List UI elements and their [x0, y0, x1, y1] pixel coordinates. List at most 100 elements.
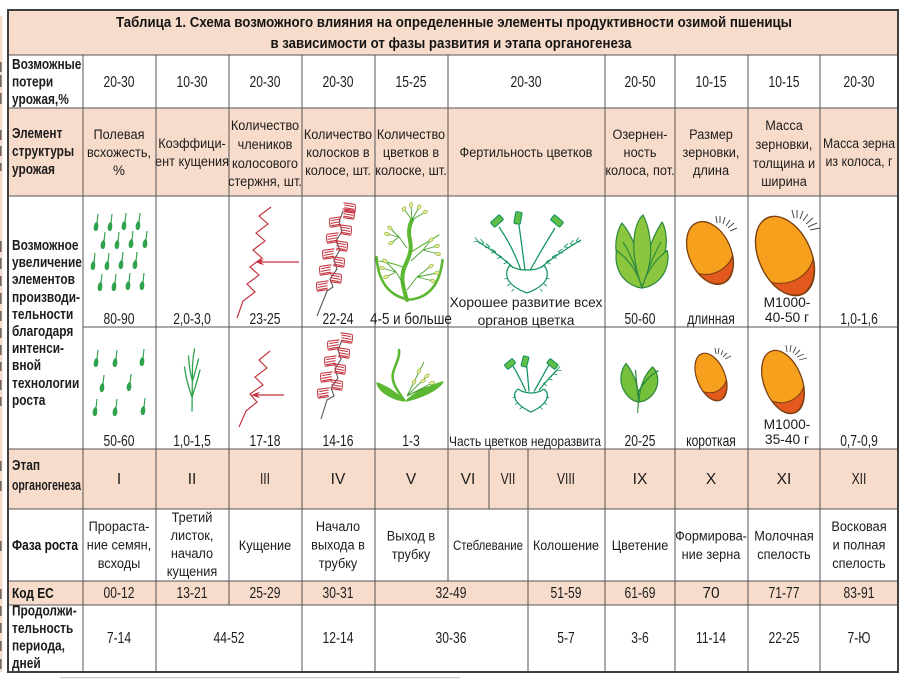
svg-text:толщина и: толщина и [753, 156, 815, 171]
svg-text:20-30: 20-30 [104, 74, 135, 91]
svg-text:Молочная: Молочная [754, 529, 814, 544]
svg-text:цветков в: цветков в [383, 145, 439, 160]
svg-text:Масса: Масса [765, 118, 803, 133]
svg-text:20-30: 20-30 [511, 74, 542, 91]
svg-text:короткая: короткая [686, 433, 736, 450]
svg-text:Полевая: Полевая [94, 127, 145, 142]
svg-text:в зависимости от фазы развития: в зависимости от фазы развития и этапа о… [271, 35, 632, 52]
svg-text:5-7: 5-7 [557, 630, 575, 647]
svg-text:3-6: 3-6 [631, 630, 649, 647]
svg-text:Хорошее развитие всех: Хорошее развитие всех [450, 295, 603, 310]
svg-text:30-36: 30-36 [436, 630, 467, 647]
svg-text:зерновки,: зерновки, [756, 137, 813, 152]
svg-text:25-29: 25-29 [250, 585, 281, 602]
svg-text:20-25: 20-25 [625, 433, 656, 450]
svg-text:Этап: Этап [12, 458, 40, 474]
svg-text:ент кущения: ент кущения [155, 154, 229, 169]
svg-text:начало: начало [171, 546, 213, 561]
svg-text:Возможные: Возможные [12, 57, 81, 73]
svg-text:Начало: Начало [316, 519, 360, 534]
svg-text:20-30: 20-30 [250, 74, 281, 91]
svg-text:кущения: кущения [167, 564, 218, 579]
svg-text:листок,: листок, [171, 528, 214, 543]
svg-text:ширина: ширина [761, 174, 807, 189]
svg-text:М1000-: М1000- [764, 295, 811, 310]
svg-text:80-90: 80-90 [104, 311, 135, 328]
svg-text:Продолжи-: Продолжи- [12, 604, 77, 620]
svg-text:35-40 г: 35-40 г [765, 432, 809, 447]
svg-text:колосового: колосового [232, 156, 298, 171]
svg-text:колосе, шт.: колосе, шт. [305, 163, 371, 178]
svg-text:колосков в: колосков в [306, 145, 369, 160]
svg-text:50-60: 50-60 [104, 433, 135, 450]
svg-text:органогенеза: органогенеза [12, 478, 82, 494]
svg-text:40-50 г: 40-50 г [765, 310, 809, 325]
svg-text:спелость: спелость [757, 547, 810, 562]
svg-text:1-3: 1-3 [402, 433, 420, 450]
svg-text:тельности: тельности [12, 307, 73, 323]
svg-text:11-14: 11-14 [696, 630, 726, 647]
svg-text:22-24: 22-24 [323, 311, 354, 328]
svg-text:члеников: члеников [238, 137, 293, 152]
svg-text:трубку: трубку [392, 547, 431, 562]
svg-text:дней: дней [12, 656, 41, 672]
svg-text:производи-: производи- [12, 290, 80, 306]
svg-text:всхожесть,: всхожесть, [87, 145, 151, 160]
svg-text:7-Ю: 7-Ю [848, 630, 871, 647]
svg-text:44-52: 44-52 [214, 630, 245, 647]
svg-text:длина: длина [693, 163, 730, 178]
svg-text:Выход в: Выход в [387, 529, 435, 544]
svg-text:выхода в: выхода в [311, 538, 365, 553]
svg-text:структуры: структуры [12, 144, 74, 160]
svg-text:Элемент: Элемент [12, 126, 62, 142]
svg-text:0,7-0,9: 0,7-0,9 [840, 433, 878, 450]
svg-text:1,0-1,5: 1,0-1,5 [173, 433, 211, 450]
svg-text:23-25: 23-25 [250, 311, 281, 328]
svg-text:элементов: элементов [12, 272, 75, 288]
svg-text:15-25: 15-25 [396, 74, 427, 91]
svg-text:Коэффици-: Коэффици- [158, 136, 226, 151]
svg-text:10-30: 10-30 [177, 74, 208, 91]
svg-text:20-30: 20-30 [323, 74, 354, 91]
svg-text:I: I [117, 471, 121, 488]
svg-text:благодаря: благодаря [12, 324, 73, 340]
svg-text:Размер: Размер [689, 127, 733, 142]
svg-text:зерновки,: зерновки, [683, 145, 740, 160]
svg-text:X: X [706, 471, 717, 488]
svg-text:7-14: 7-14 [107, 630, 131, 647]
svg-text:13-21: 13-21 [177, 585, 208, 602]
svg-text:32-49: 32-49 [436, 585, 467, 602]
svg-text:VI: VI [461, 471, 476, 488]
svg-text:Масса зерна: Масса зерна [823, 136, 895, 151]
svg-text:Прораста-: Прораста- [89, 519, 150, 534]
svg-text:тельность: тельность [12, 621, 73, 637]
svg-text:ность: ность [624, 145, 657, 160]
svg-text:технологии: технологии [12, 376, 79, 392]
svg-text:83-91: 83-91 [844, 585, 875, 602]
svg-text:4-5 и больше: 4-5 и больше [370, 311, 452, 328]
svg-text:Часть цветков недоразвита: Часть цветков недоразвита [449, 434, 601, 449]
svg-text:71-77: 71-77 [769, 585, 800, 602]
svg-text:потери: потери [12, 75, 53, 91]
svg-text:М1000-: М1000- [764, 417, 811, 432]
svg-text:III: III [260, 471, 270, 488]
svg-text:колоса, пот.: колоса, пот. [605, 163, 674, 178]
svg-text:урожая,%: урожая,% [12, 92, 69, 108]
svg-text:Колошение: Колошение [533, 538, 599, 553]
svg-text:12-14: 12-14 [323, 630, 354, 647]
svg-text:Восковая: Восковая [831, 519, 886, 534]
svg-text:17-18: 17-18 [250, 433, 281, 450]
svg-text:интенси-: интенси- [12, 341, 64, 357]
svg-text:20-30: 20-30 [844, 74, 875, 91]
svg-text:10-15: 10-15 [696, 74, 727, 91]
svg-text:10-15: 10-15 [769, 74, 800, 91]
svg-text:урожая: урожая [12, 162, 55, 178]
svg-text:длинная: длинная [687, 311, 735, 328]
svg-text:органов цветка: органов цветка [478, 313, 575, 328]
svg-text:00-12: 00-12 [104, 585, 135, 602]
svg-text:трубку: трубку [319, 556, 358, 571]
svg-text:Количество: Количество [304, 127, 372, 142]
svg-text:Количество: Количество [377, 127, 445, 142]
svg-text:51-59: 51-59 [551, 585, 582, 602]
svg-text:61-69: 61-69 [625, 585, 656, 602]
